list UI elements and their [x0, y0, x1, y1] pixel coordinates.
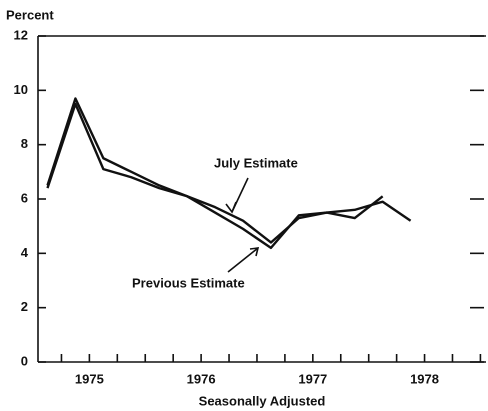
y-tick-label: 2 — [21, 299, 28, 314]
x-tick-label: 1975 — [75, 371, 104, 386]
arrow-head — [225, 201, 237, 214]
y-tick-label: 12 — [14, 27, 28, 42]
y-tick-label: 6 — [21, 190, 28, 205]
arrow-head — [249, 247, 260, 257]
x-axis-label: Seasonally Adjusted — [199, 393, 326, 408]
annotation-arrow — [227, 247, 259, 273]
series-line — [46, 102, 384, 250]
annotation: July Estimate — [214, 155, 298, 170]
series-line — [46, 97, 412, 244]
x-tick-label: 1977 — [298, 371, 327, 386]
annotation: Previous Estimate — [132, 275, 245, 290]
y-tick-label: 0 — [21, 353, 28, 368]
chart-title: Percent — [6, 7, 54, 22]
x-tick-label: 1976 — [187, 371, 216, 386]
x-tick-label: 1978 — [410, 371, 439, 386]
y-tick-label: 8 — [21, 136, 28, 151]
y-tick-label: 4 — [21, 245, 29, 260]
y-tick-label: 10 — [14, 82, 28, 97]
